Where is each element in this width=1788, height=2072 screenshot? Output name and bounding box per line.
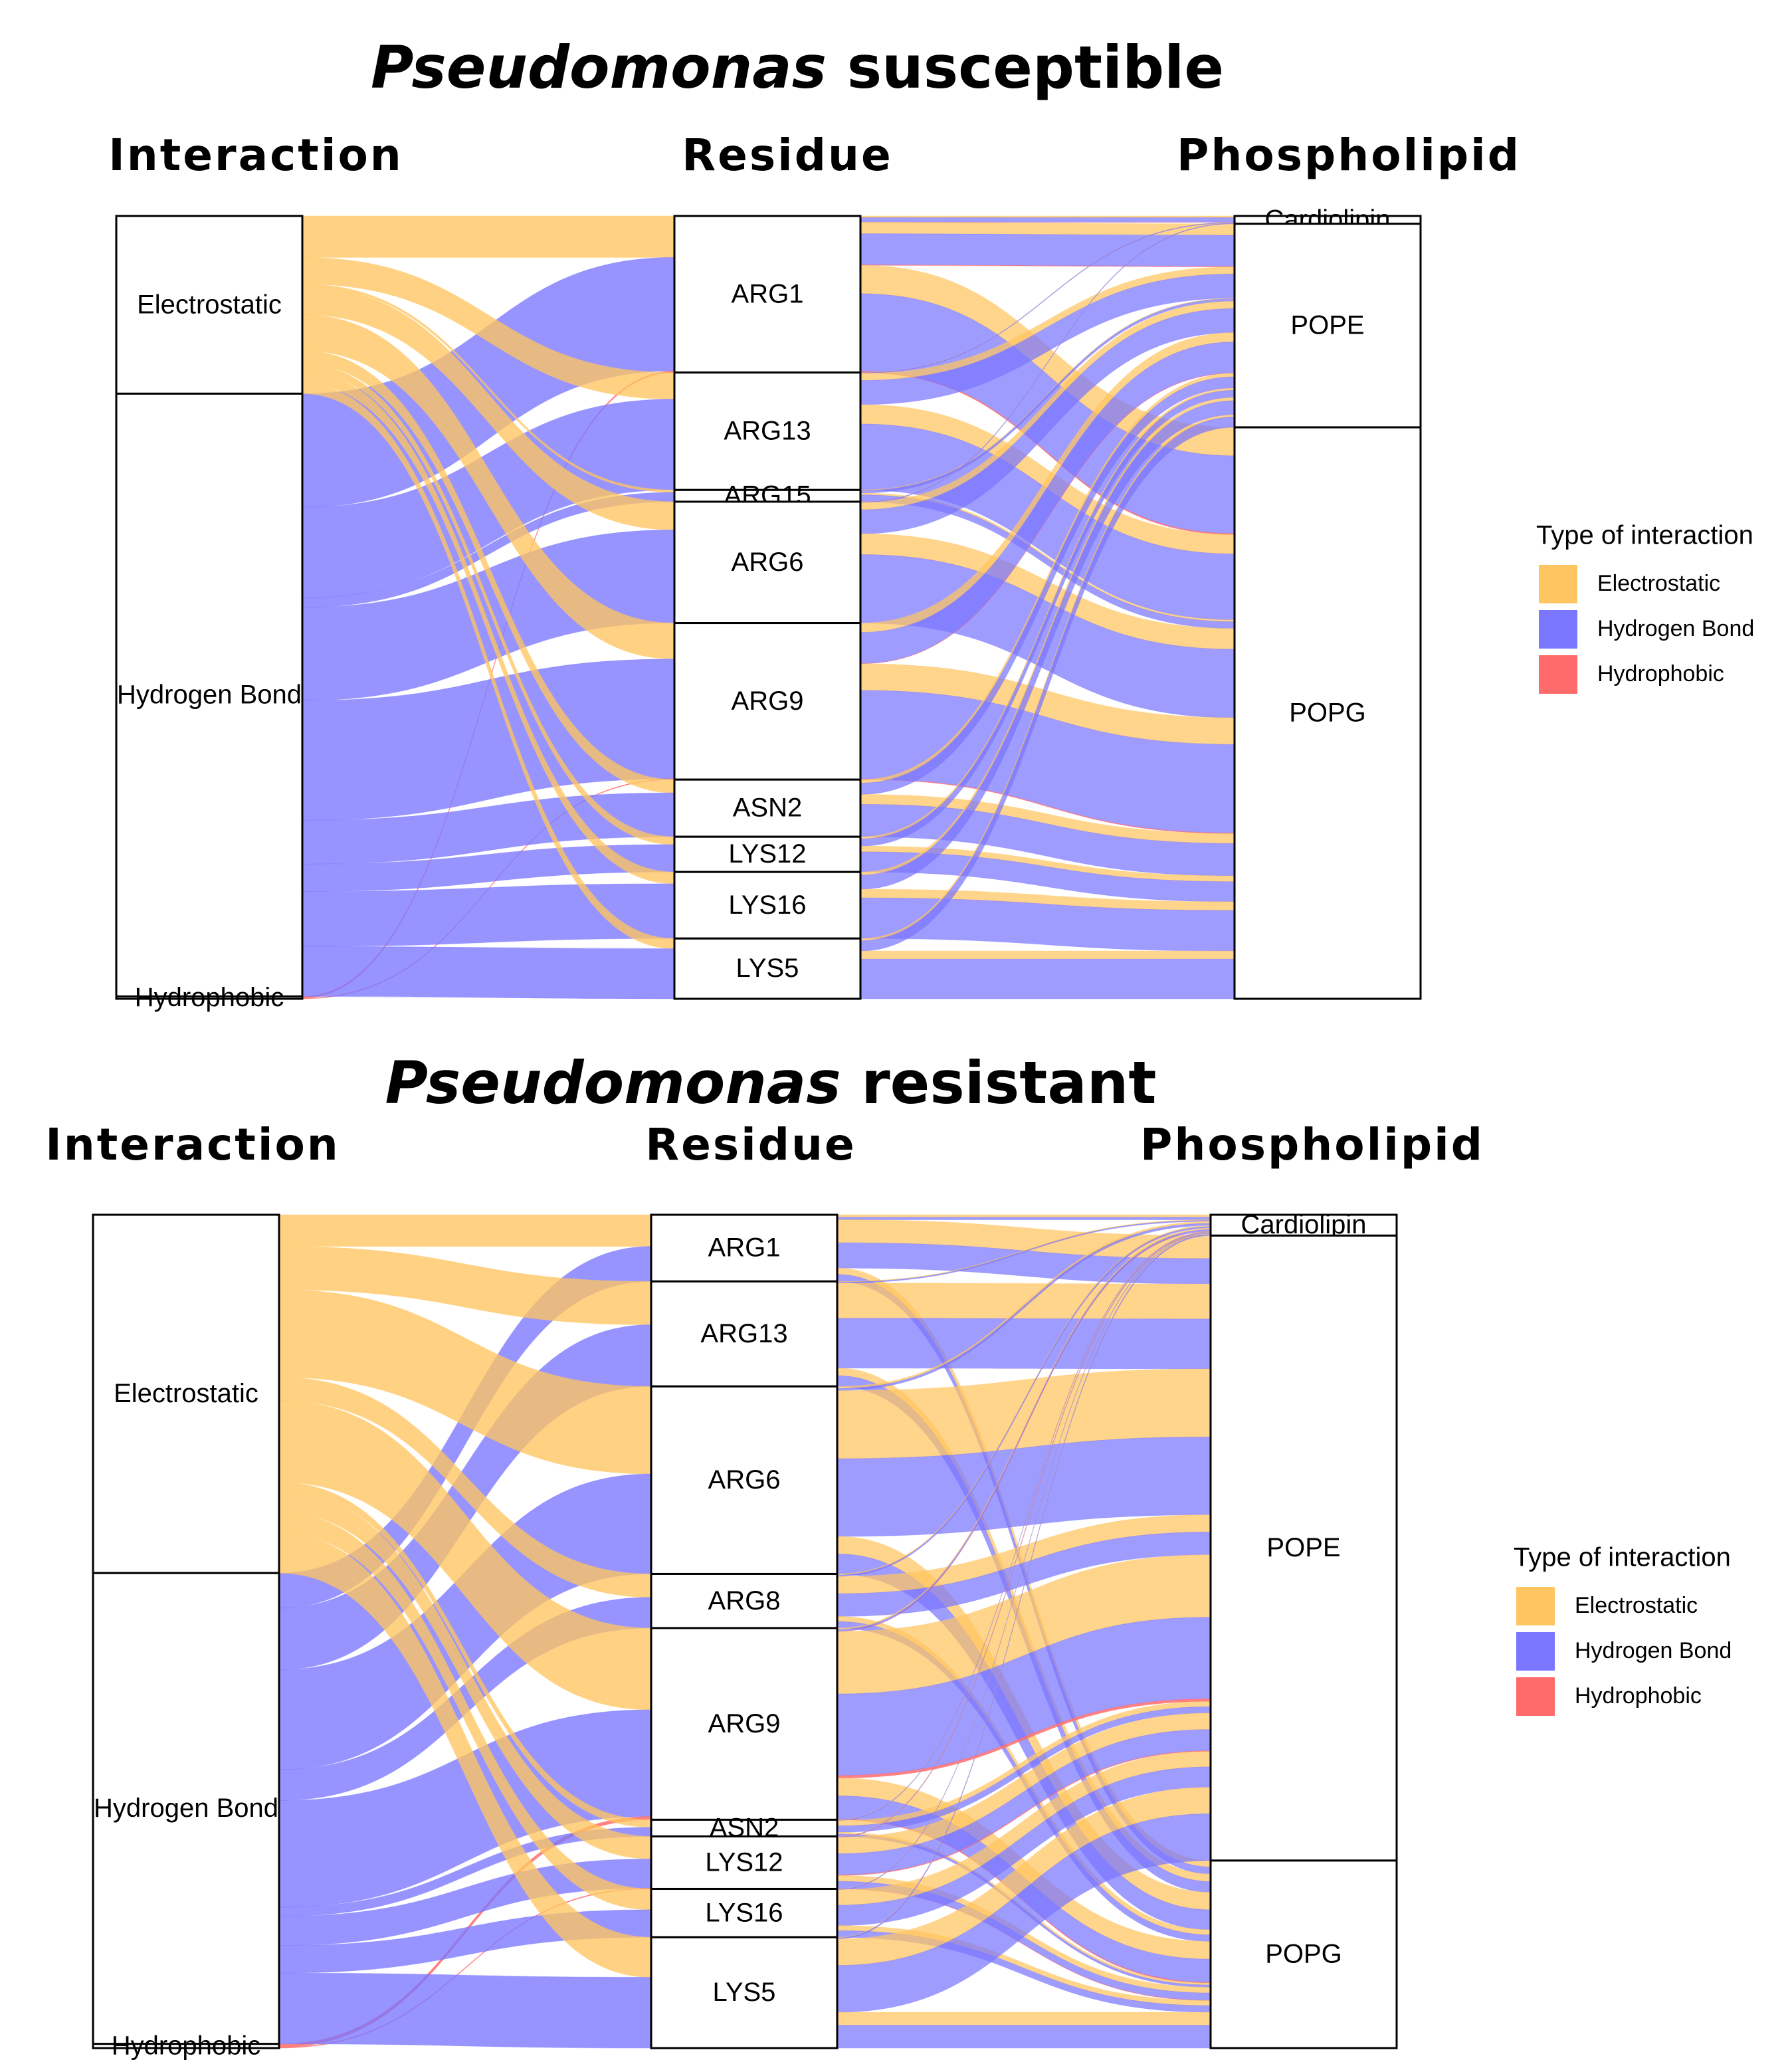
node-label-arg9: ARG9 <box>708 1709 781 1738</box>
legend-entry-hydrogen-bond: Hydrogen Bond <box>1597 616 1754 641</box>
legend-title: Type of interaction <box>1536 521 1753 550</box>
node-label-arg13: ARG13 <box>724 417 811 446</box>
legend-key-hydrogen-bond <box>1516 1632 1555 1671</box>
panel-title-rest: susceptible <box>827 33 1224 102</box>
node-label-lys5: LYS5 <box>736 954 799 983</box>
axis-label-residue: Residue <box>682 130 892 181</box>
flow-electrostatic-arg1 <box>302 216 674 257</box>
flow-lys5-popg <box>860 951 1235 959</box>
legend: Type of interaction Electrostatic Hydrogen… <box>1514 1543 1732 1716</box>
node-label-hydrophobic: Hydrophobic <box>135 983 284 1012</box>
legend-entry-hydrophobic: Hydrophobic <box>1575 1683 1702 1709</box>
axis-label-phospholipid: Phospholipid <box>1177 130 1521 181</box>
node-label-lys5: LYS5 <box>713 1978 776 2007</box>
node-label-hydrogen-bond: Hydrogen Bond <box>94 1794 278 1823</box>
node-label-pope: POPE <box>1266 1533 1340 1562</box>
flow-hydrogen-bond-lys16 <box>302 884 674 946</box>
flow-arg13-pope <box>837 1318 1211 1369</box>
legend-entry-electrostatic: Electrostatic <box>1597 571 1720 596</box>
node-label-electrostatic: Electrostatic <box>137 290 282 319</box>
node-label-arg6: ARG6 <box>708 1465 781 1495</box>
legend-key-hydrophobic <box>1516 1677 1555 1716</box>
legend-entry-electrostatic: Electrostatic <box>1575 1593 1698 1618</box>
flow-arg1-cardiolipin <box>837 1215 1211 1217</box>
flow-arg13-pope <box>837 1283 1211 1319</box>
legend-key-hydrogen-bond <box>1539 610 1577 649</box>
legend-title: Type of interaction <box>1514 1543 1731 1572</box>
node-label-pope: POPE <box>1290 310 1364 340</box>
node-label-arg1: ARG1 <box>732 279 804 308</box>
axis-label-interaction: Interaction <box>45 1119 340 1170</box>
panel-title-italic: Pseudomonas <box>371 33 827 102</box>
legend-key-hydrophobic <box>1539 655 1577 694</box>
flow-lys5-popg <box>837 2025 1211 2048</box>
node-label-lys12: LYS12 <box>728 839 806 869</box>
flow-arg1-cardiolipin <box>837 1217 1211 1220</box>
legend-entry-hydrogen-bond: Hydrogen Bond <box>1575 1638 1732 1663</box>
node-label-hydrogen-bond: Hydrogen Bond <box>117 680 302 709</box>
legend-key-electrostatic <box>1539 565 1577 603</box>
node-label-arg9: ARG9 <box>732 686 804 716</box>
node-label-arg6: ARG6 <box>732 548 804 577</box>
flow-hydrogen-bond-lys5 <box>279 1973 651 2048</box>
panel-title-rest: resistant <box>841 1049 1157 1117</box>
flow-arg1-cardiolipin <box>860 217 1235 222</box>
node-label-lys16: LYS16 <box>728 890 806 920</box>
legend-entry-hydrophobic: Hydrophobic <box>1597 661 1724 686</box>
legend: Type of interaction Electrostatic Hydrogen… <box>1536 521 1754 694</box>
flow-arg1-pope <box>860 234 1235 266</box>
node-label-lys16: LYS16 <box>705 1898 783 1927</box>
node-label-asn2: ASN2 <box>733 793 803 823</box>
node-label-lys12: LYS12 <box>705 1848 783 1877</box>
node-label-popg: POPG <box>1265 1939 1342 1968</box>
flow-electrostatic-arg1 <box>279 1215 651 1247</box>
node-label-electrostatic: Electrostatic <box>114 1379 258 1408</box>
panel-title: Pseudomonas resistant <box>385 1049 1157 1117</box>
node-label-popg: POPG <box>1289 698 1366 728</box>
axis-label-interaction: Interaction <box>108 130 403 181</box>
panel-title-italic: Pseudomonas <box>385 1049 841 1117</box>
panel-title: Pseudomonas susceptible <box>371 33 1224 102</box>
axis-label-residue: Residue <box>645 1119 856 1170</box>
flow-lys5-popg <box>860 959 1235 999</box>
flow-lys5-popg <box>837 2012 1211 2025</box>
node-label-hydrophobic: Hydrophobic <box>112 2031 261 2060</box>
axis-label-phospholipid: Phospholipid <box>1140 1119 1484 1170</box>
legend-key-electrostatic <box>1516 1587 1555 1625</box>
node-label-arg8: ARG8 <box>708 1586 781 1615</box>
panel-1: Pseudomonas susceptible Interaction Residu… <box>108 33 1754 1012</box>
flow-hydrogen-bond-lys5 <box>302 946 674 999</box>
node-label-arg13: ARG13 <box>700 1319 787 1348</box>
node-label-arg1: ARG1 <box>708 1233 781 1263</box>
